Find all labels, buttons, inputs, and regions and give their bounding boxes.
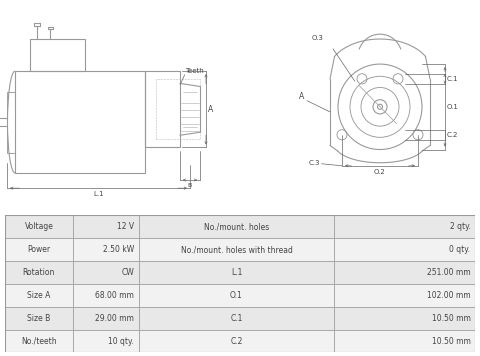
Bar: [5, 238, 73, 261]
Text: Size B: Size B: [27, 314, 50, 323]
Text: L.1: L.1: [93, 191, 104, 197]
Text: 102.00 mm: 102.00 mm: [427, 291, 470, 300]
Bar: [5, 215, 73, 238]
Bar: [334, 238, 475, 261]
Text: C.2: C.2: [230, 336, 243, 346]
Text: No./mount. holes: No./mount. holes: [204, 222, 269, 231]
Text: O.2: O.2: [374, 169, 386, 175]
Text: Voltage: Voltage: [24, 222, 53, 231]
Bar: [73, 238, 139, 261]
Bar: [334, 215, 475, 238]
Text: Power: Power: [27, 245, 50, 254]
Bar: [5, 330, 73, 352]
Text: 2.50 kW: 2.50 kW: [103, 245, 134, 254]
Text: Rotation: Rotation: [23, 268, 55, 277]
Text: O.1: O.1: [447, 104, 459, 110]
Bar: [139, 307, 334, 330]
Bar: [156, 79, 200, 139]
Text: 10.50 mm: 10.50 mm: [432, 336, 470, 346]
Bar: [30, 39, 85, 71]
Bar: [145, 71, 180, 147]
Bar: [73, 330, 139, 352]
Text: O.1: O.1: [230, 291, 243, 300]
Text: 251.00 mm: 251.00 mm: [427, 268, 470, 277]
Text: C.3: C.3: [309, 160, 320, 166]
Bar: [73, 307, 139, 330]
Bar: [73, 284, 139, 307]
Bar: [5, 307, 73, 330]
Bar: [139, 238, 334, 261]
Text: 0 qty.: 0 qty.: [449, 245, 470, 254]
Text: A: A: [208, 105, 213, 114]
Text: O.3: O.3: [312, 35, 324, 41]
Bar: [139, 284, 334, 307]
Text: C.1: C.1: [230, 314, 243, 323]
Bar: [139, 215, 334, 238]
Text: No./mount. holes with thread: No./mount. holes with thread: [180, 245, 292, 254]
Bar: [139, 261, 334, 284]
Bar: [334, 261, 475, 284]
Bar: [5, 284, 73, 307]
Text: 10.50 mm: 10.50 mm: [432, 314, 470, 323]
Bar: [7, 91, 15, 153]
Bar: [5, 261, 73, 284]
Bar: [73, 215, 139, 238]
Text: 12 V: 12 V: [117, 222, 134, 231]
Bar: [73, 261, 139, 284]
Text: CW: CW: [121, 268, 134, 277]
Text: 2 qty.: 2 qty.: [450, 222, 470, 231]
Bar: [334, 284, 475, 307]
Text: A: A: [300, 92, 305, 101]
Bar: [334, 307, 475, 330]
Bar: [334, 330, 475, 352]
Bar: [139, 330, 334, 352]
Text: L.1: L.1: [231, 268, 242, 277]
Bar: [15, 71, 145, 173]
Text: C.1: C.1: [447, 76, 458, 82]
Text: C.2: C.2: [447, 132, 458, 138]
Text: 10 qty.: 10 qty.: [108, 336, 134, 346]
Text: Size A: Size A: [27, 291, 50, 300]
Text: B: B: [188, 183, 192, 188]
Text: 68.00 mm: 68.00 mm: [96, 291, 134, 300]
Text: 29.00 mm: 29.00 mm: [96, 314, 134, 323]
Text: Teeth: Teeth: [185, 68, 204, 74]
Text: No./teeth: No./teeth: [21, 336, 57, 346]
